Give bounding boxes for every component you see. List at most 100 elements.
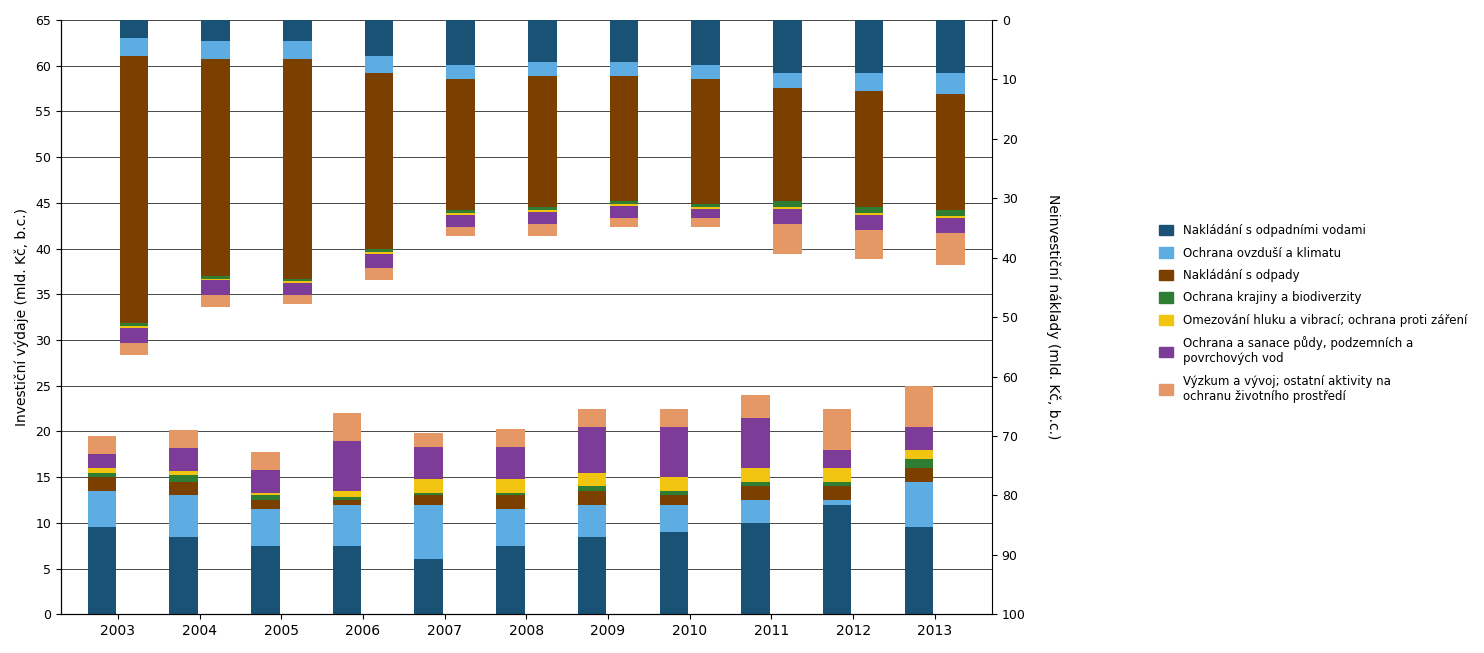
Bar	[528, 210, 556, 212]
Bar	[528, 212, 556, 224]
Bar	[332, 491, 362, 497]
Bar	[447, 213, 475, 215]
Bar	[414, 479, 444, 492]
Bar	[824, 409, 852, 450]
Bar	[905, 386, 933, 427]
Bar	[905, 427, 933, 450]
Bar	[169, 537, 197, 614]
Bar	[202, 40, 230, 59]
Bar	[610, 204, 638, 206]
Bar	[414, 560, 444, 614]
Bar	[332, 546, 362, 614]
Bar	[88, 477, 116, 491]
Bar	[936, 218, 965, 232]
Y-axis label: Investiční výdaje (mld. Kč, b.c.): Investiční výdaje (mld. Kč, b.c.)	[15, 208, 30, 426]
Bar	[202, 279, 230, 280]
Bar	[936, 210, 965, 216]
Bar	[88, 473, 116, 477]
Bar	[773, 209, 801, 224]
Bar	[332, 441, 362, 491]
Bar	[447, 210, 475, 213]
Bar	[365, 74, 393, 249]
Bar	[855, 91, 883, 207]
Bar	[741, 486, 770, 500]
Bar	[659, 505, 689, 532]
Bar	[169, 482, 197, 496]
Bar	[936, 74, 965, 94]
Bar	[528, 76, 556, 207]
Bar	[659, 409, 689, 427]
Legend: Nakládání s odpadními vodami, Ochrana ovzduší a klimatu, Nakládání s odpady, Och: Nakládání s odpadními vodami, Ochrana ov…	[1156, 221, 1471, 406]
Bar	[824, 482, 852, 486]
Bar	[659, 427, 689, 477]
Bar	[332, 505, 362, 546]
Bar	[773, 20, 801, 74]
Bar	[577, 505, 607, 537]
Bar	[365, 249, 393, 252]
Bar	[365, 253, 393, 268]
Bar	[741, 523, 770, 614]
Bar	[169, 430, 197, 448]
Bar	[577, 537, 607, 614]
Bar	[741, 482, 770, 486]
Bar	[365, 20, 393, 56]
Bar	[447, 65, 475, 80]
Bar	[528, 20, 556, 61]
Bar	[365, 268, 393, 280]
Bar	[936, 232, 965, 265]
Bar	[88, 528, 116, 614]
Bar	[528, 207, 556, 210]
Bar	[692, 65, 720, 80]
Bar	[905, 468, 933, 482]
Bar	[365, 56, 393, 74]
Bar	[447, 227, 475, 236]
Bar	[120, 20, 148, 38]
Bar	[283, 281, 312, 283]
Bar	[773, 201, 801, 207]
Bar	[824, 468, 852, 482]
Bar	[577, 427, 607, 473]
Bar	[202, 276, 230, 279]
Bar	[447, 80, 475, 210]
Bar	[692, 207, 720, 209]
Bar	[692, 204, 720, 207]
Bar	[251, 546, 279, 614]
Bar	[496, 509, 525, 546]
Bar	[251, 496, 279, 500]
Bar	[251, 451, 279, 470]
Bar	[120, 323, 148, 326]
Bar	[659, 491, 689, 496]
Bar	[120, 38, 148, 56]
Bar	[936, 216, 965, 218]
Bar	[202, 295, 230, 307]
Bar	[283, 59, 312, 279]
Bar	[496, 492, 525, 496]
Bar	[332, 497, 362, 500]
Bar	[610, 76, 638, 201]
Bar	[169, 496, 197, 537]
Bar	[855, 207, 883, 213]
Bar	[202, 20, 230, 40]
Bar	[528, 224, 556, 236]
Bar	[692, 20, 720, 65]
Bar	[447, 215, 475, 227]
Bar	[169, 471, 197, 475]
Bar	[905, 482, 933, 528]
Bar	[905, 528, 933, 614]
Bar	[692, 218, 720, 227]
Bar	[577, 473, 607, 486]
Bar	[414, 433, 444, 447]
Bar	[88, 436, 116, 454]
Bar	[855, 74, 883, 91]
Bar	[414, 492, 444, 496]
Bar	[447, 20, 475, 65]
Bar	[773, 207, 801, 209]
Bar	[824, 500, 852, 505]
Bar	[741, 418, 770, 468]
Bar	[824, 505, 852, 614]
Bar	[251, 500, 279, 509]
Bar	[283, 40, 312, 59]
Bar	[283, 20, 312, 40]
Bar	[202, 280, 230, 295]
Bar	[936, 94, 965, 210]
